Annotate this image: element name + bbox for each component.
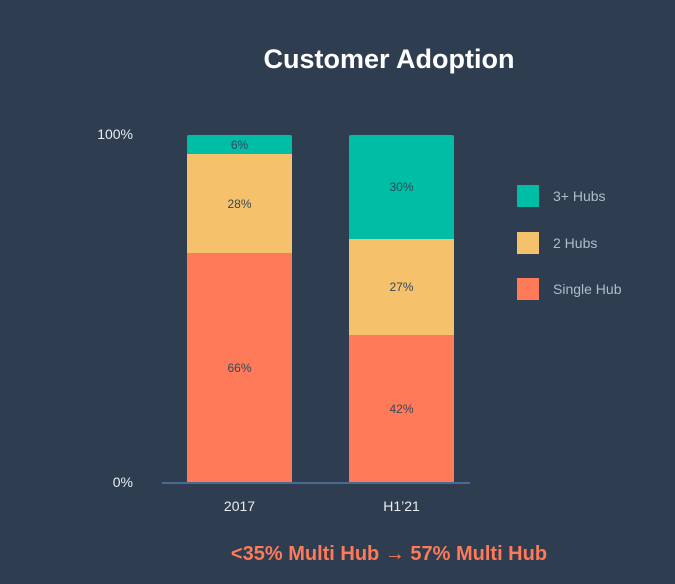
bar-2017: 6% 28% 66% (187, 135, 292, 482)
legend-item-single-hub: Single Hub (517, 278, 622, 300)
bar-h1-21: 30% 27% 42% (349, 135, 454, 482)
y-tick-0: 0% (112, 474, 133, 490)
multi-hub-annotation: <35% Multi Hub → 57% Multi Hub (230, 543, 548, 565)
segment-2-hubs: 27% (349, 239, 454, 335)
legend-swatch-yellow (517, 232, 539, 254)
segment-2-hubs: 28% (187, 154, 292, 253)
chart-title: Customer Adoption (263, 44, 515, 74)
x-label-h1-21: H1’21 (383, 498, 420, 514)
segment-single-hub: 42% (349, 335, 454, 482)
legend-item-3plus-hubs: 3+ Hubs (517, 185, 606, 207)
legend-swatch-teal (517, 185, 539, 207)
x-axis-line (162, 482, 470, 484)
x-label-2017: 2017 (223, 498, 256, 514)
legend-swatch-orange (517, 278, 539, 300)
segment-3plus-hubs: 30% (349, 135, 454, 239)
legend-label: 3+ Hubs (553, 188, 606, 204)
segment-single-hub: 66% (187, 253, 292, 482)
legend-label: Single Hub (553, 281, 622, 297)
legend-item-2-hubs: 2 Hubs (517, 232, 597, 254)
segment-3plus-hubs: 6% (187, 135, 292, 154)
y-tick-100: 100% (97, 126, 133, 142)
legend-label: 2 Hubs (553, 235, 598, 251)
